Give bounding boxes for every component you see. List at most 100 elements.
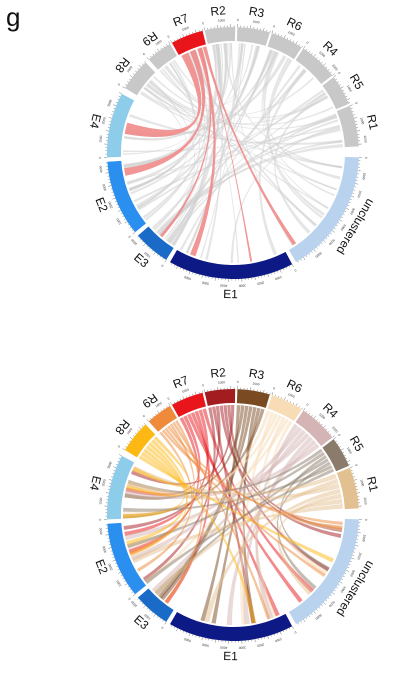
tick-label: 1000: [359, 117, 365, 125]
segment-arc-r7: [171, 30, 206, 56]
axis-tick: [344, 211, 347, 213]
axis-tick: [192, 272, 194, 275]
segment-label-r1: R1: [364, 113, 381, 131]
axis-tick: [289, 265, 291, 268]
link-ribbon: [138, 455, 334, 563]
tick-label: 1000: [218, 18, 226, 23]
tick-label: 1000: [361, 172, 366, 180]
axis-tick: [308, 50, 310, 53]
segment-arc-r4: [295, 48, 333, 85]
axis-tick: [301, 45, 303, 48]
axis-tick: [129, 226, 132, 229]
axis-tick: [129, 440, 131, 442]
axis-tick: [117, 572, 121, 574]
axis-tick: [164, 259, 167, 263]
link-ribbon: [129, 113, 343, 145]
segment-arc-r5: [322, 439, 349, 472]
axis-tick: [286, 629, 288, 631]
axis-tick: [124, 218, 126, 220]
axis-tick: [176, 266, 178, 270]
axis-tick: [139, 600, 141, 603]
axis-tick: [149, 417, 152, 420]
axis-tick: [280, 631, 282, 635]
axis-tick: [263, 389, 265, 393]
link-ribbon: [131, 504, 343, 564]
tick-label: 5000: [328, 600, 336, 608]
axis-tick: [173, 626, 175, 629]
segment-label-r2: R2: [210, 365, 227, 381]
axis-tick: [348, 202, 351, 204]
tick-label: 2000: [331, 64, 339, 72]
axis-tick: [321, 423, 323, 426]
axis-tick: [354, 479, 358, 481]
segment-label-e4: E4: [87, 475, 104, 493]
axis-tick: [116, 566, 118, 568]
segment-arc-r8: [124, 424, 156, 458]
chord-links: [122, 404, 343, 625]
axis-tick: [166, 406, 168, 408]
axis-tick: [201, 637, 203, 641]
axis-tick: [112, 197, 116, 200]
axis-tick: [263, 27, 265, 31]
axis-tick: [166, 44, 168, 46]
axis-tick: [131, 591, 134, 593]
axis-tick: [283, 630, 285, 633]
axis-tick: [124, 221, 128, 224]
axis-tick: [152, 53, 154, 56]
segment-arc-r2: [204, 389, 236, 406]
axis-tick: [287, 37, 289, 40]
tick-label: 1000: [252, 19, 260, 24]
tick-label: 0: [127, 235, 131, 239]
segment-arc-unclustered: [289, 156, 359, 263]
axis-tick: [137, 68, 139, 70]
segment-label-r3: R3: [248, 4, 266, 20]
segment-arc-e3: [137, 226, 174, 260]
axis-tick: [132, 232, 136, 235]
link-ribbon: [132, 436, 190, 487]
link-ribbon: [212, 406, 256, 624]
axis-tick: [170, 625, 173, 627]
axis-tick: [189, 395, 191, 397]
tick-label: 6000: [314, 613, 322, 621]
axis-tick: [357, 130, 361, 132]
link-ribbon: [142, 407, 216, 582]
axis-tick: [156, 254, 159, 256]
axis-tick: [303, 45, 306, 49]
axis-tick: [274, 32, 276, 35]
tick-label: 3000: [102, 183, 108, 191]
axis-tick: [127, 224, 130, 226]
axis-tick: [350, 560, 352, 562]
axis-tick: [151, 250, 154, 252]
axis-tick: [144, 61, 146, 63]
axis-tick: [113, 104, 117, 106]
axis-tick: [112, 559, 116, 562]
axis-tick: [295, 41, 298, 44]
axis-tick: [115, 563, 117, 565]
tick-label: 0: [98, 518, 102, 520]
segment-arc-r6: [267, 33, 302, 60]
axis-tick: [105, 492, 109, 494]
axis-tick: [162, 257, 164, 260]
axis-tick: [151, 612, 154, 614]
axis-tick: [330, 71, 332, 74]
axis-tick: [347, 98, 350, 100]
axis-tick: [303, 257, 306, 261]
axis-tick: [321, 242, 323, 245]
axis-tick: [137, 236, 139, 238]
axis-tick: [144, 423, 146, 425]
tick-label: 1000: [218, 380, 226, 385]
link-ribbon: [126, 116, 338, 184]
axis-tick: [325, 237, 328, 240]
link-ribbon: [261, 50, 329, 209]
axis-tick: [116, 204, 118, 206]
axis-tick: [149, 609, 151, 612]
axis-tick: [298, 44, 300, 46]
axis-tick: [276, 270, 278, 273]
axis-tick: [153, 252, 156, 255]
axis-tick: [179, 398, 181, 401]
axis-tick: [117, 210, 121, 212]
tick-label: 0: [161, 626, 165, 630]
tick-label: 4000: [339, 585, 346, 593]
tick-label: 1000: [143, 613, 151, 621]
tick-label: 0: [306, 403, 310, 407]
